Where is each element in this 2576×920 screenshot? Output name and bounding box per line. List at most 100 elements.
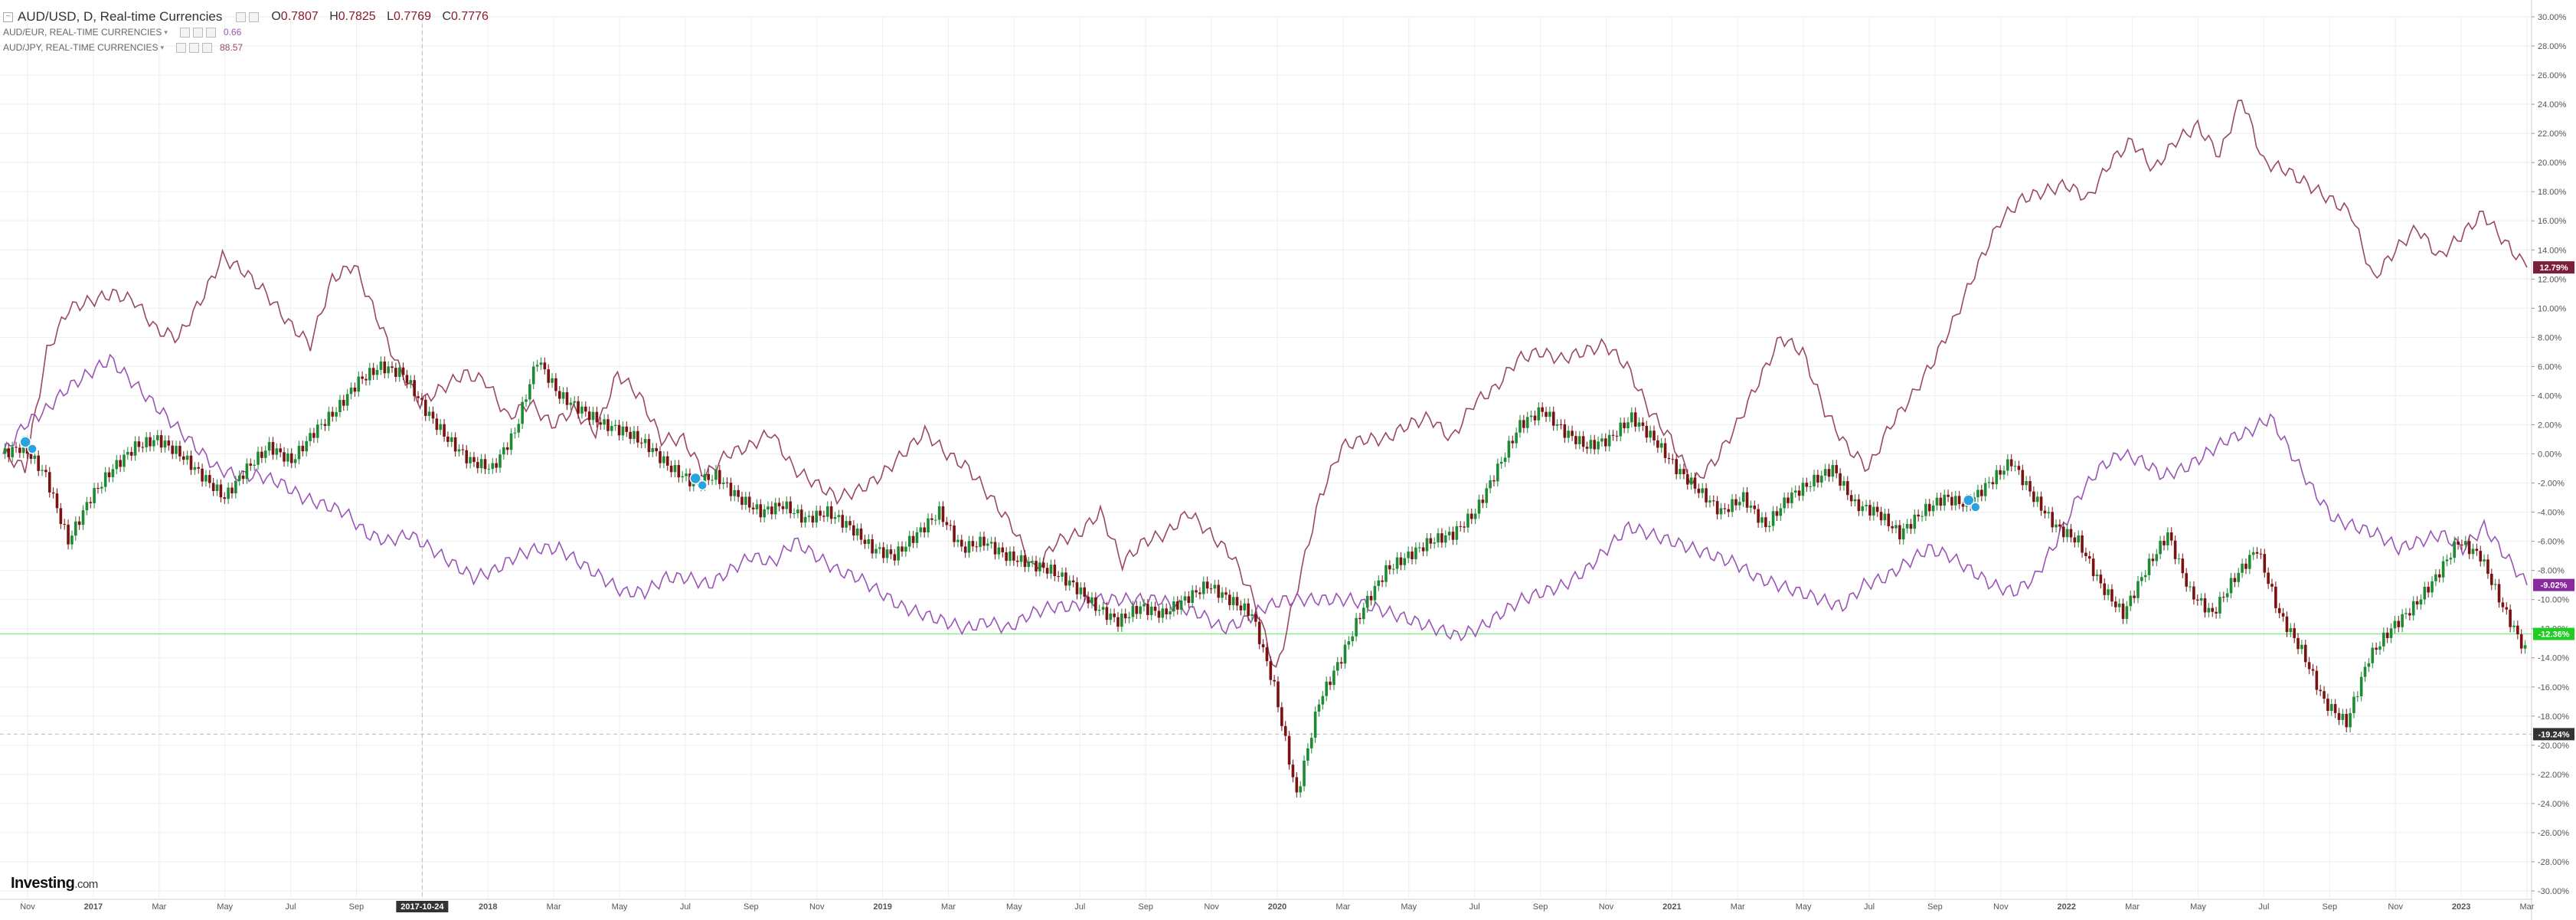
candle-body — [1577, 436, 1581, 444]
event-marker-dot[interactable] — [697, 480, 708, 491]
candle — [315, 419, 319, 444]
candle — [1143, 598, 1146, 612]
candle-body — [1563, 424, 1567, 438]
candle — [1865, 499, 1868, 512]
candle — [63, 519, 67, 530]
candle-body — [874, 548, 878, 554]
candle — [2378, 641, 2381, 655]
candle — [2110, 584, 2113, 607]
eye-icon[interactable] — [176, 42, 187, 53]
candle-body — [907, 535, 911, 547]
candle-body — [2411, 601, 2415, 616]
candle-body — [2431, 581, 2434, 593]
event-marker-dot[interactable] — [1963, 494, 1975, 506]
candle — [606, 414, 610, 437]
settings-icon[interactable] — [192, 27, 203, 38]
candle-body — [1980, 489, 1983, 496]
price-label-aud-jpy: 12.79% — [2539, 264, 2568, 273]
candle — [103, 467, 107, 493]
event-marker-dot[interactable] — [689, 472, 701, 485]
candle-body — [1317, 704, 1321, 712]
y-tick-label: -30.00% — [2538, 887, 2569, 896]
candle — [107, 467, 111, 483]
candle-body — [2486, 559, 2489, 575]
candle — [1909, 519, 1913, 534]
candle-body — [2329, 704, 2333, 711]
y-axis[interactable]: 30.00% 28.00% 26.00% 24.00% 22.00% 20.00% 18.0… — [2532, 13, 2569, 896]
candle-body — [1120, 614, 1123, 627]
candle — [2237, 568, 2241, 588]
candle-body — [584, 406, 587, 412]
event-marker-icon[interactable] — [689, 472, 708, 491]
candle-body — [2173, 540, 2177, 559]
candle — [1265, 642, 1269, 666]
candle — [2352, 691, 2355, 719]
candle-body — [371, 368, 375, 375]
chevron-down-icon[interactable]: ▾ — [164, 28, 168, 36]
y-tick-label: -2.00% — [2538, 480, 2565, 489]
candle-body — [234, 480, 237, 494]
candle-body — [1663, 443, 1667, 458]
event-marker-dot[interactable] — [27, 444, 38, 454]
candle-body — [1421, 547, 1425, 552]
close-icon[interactable] — [205, 27, 216, 38]
candle — [2241, 558, 2244, 578]
candle — [915, 527, 919, 548]
candle — [286, 448, 289, 467]
candle-body — [1499, 461, 1503, 464]
candle-body — [1239, 605, 1243, 611]
candle-body — [2349, 712, 2352, 728]
candle-body — [1641, 422, 1645, 427]
eye-icon[interactable] — [179, 27, 190, 38]
candle-body — [591, 411, 595, 421]
candle — [2437, 569, 2441, 583]
legend-main-row[interactable]: − AUD/USD, D, Real-time Currencies O0.78… — [3, 9, 489, 25]
x-axis[interactable]: Nov 2017 Mar May Jul Sep 2017-10-24 2018 Mar May J… — [20, 901, 2535, 912]
candle-body — [405, 375, 409, 384]
event-marker-dot[interactable] — [19, 436, 31, 448]
candle-body — [1362, 607, 1365, 620]
chevron-down-icon[interactable]: ▾ — [160, 43, 165, 51]
candle-body — [1645, 426, 1649, 438]
candle — [1101, 601, 1105, 615]
candle — [1685, 469, 1689, 490]
compare-value: 0.66 — [223, 27, 242, 38]
settings-icon[interactable] — [236, 11, 247, 22]
candle — [2434, 569, 2437, 587]
candle-body — [397, 367, 401, 377]
event-marker-dot[interactable] — [1970, 502, 1981, 512]
candle — [420, 393, 423, 405]
settings-icon[interactable] — [189, 42, 200, 53]
candle — [1995, 465, 1999, 489]
candle — [796, 504, 799, 519]
candle-body — [1749, 506, 1753, 508]
candle-body — [989, 542, 993, 544]
candle-body — [1027, 561, 1031, 568]
candle — [871, 534, 874, 559]
candle — [629, 427, 632, 444]
candle — [1120, 608, 1123, 632]
event-marker-icon[interactable] — [19, 436, 38, 454]
candle-body — [1615, 435, 1619, 437]
close-icon[interactable] — [202, 42, 213, 53]
candle-body — [1522, 420, 1525, 428]
event-marker-icon[interactable] — [1963, 494, 1981, 512]
candle-body — [1875, 506, 1879, 512]
candle-body — [1574, 436, 1577, 444]
legend-compare-row-aud-jpy[interactable]: AUD/JPY, REAL-TIME CURRENCIES ▾ 88.57 — [3, 40, 489, 55]
candle — [2189, 581, 2192, 592]
candle-body — [193, 467, 197, 470]
candle-body — [986, 543, 989, 546]
candle — [469, 452, 472, 469]
candle — [1235, 591, 1239, 611]
legend-compare-row-aud-eur[interactable]: AUD/EUR, REAL-TIME CURRENCIES ▾ 0.66 — [3, 25, 489, 40]
candle-body — [1399, 557, 1403, 565]
close-icon[interactable] — [249, 11, 260, 22]
candle-body — [859, 528, 863, 540]
candle-body — [2274, 586, 2277, 608]
collapse-icon[interactable]: − — [3, 11, 13, 22]
candle-body — [2017, 466, 2021, 470]
candle-body — [1604, 438, 1607, 447]
event-markers — [19, 436, 1981, 512]
